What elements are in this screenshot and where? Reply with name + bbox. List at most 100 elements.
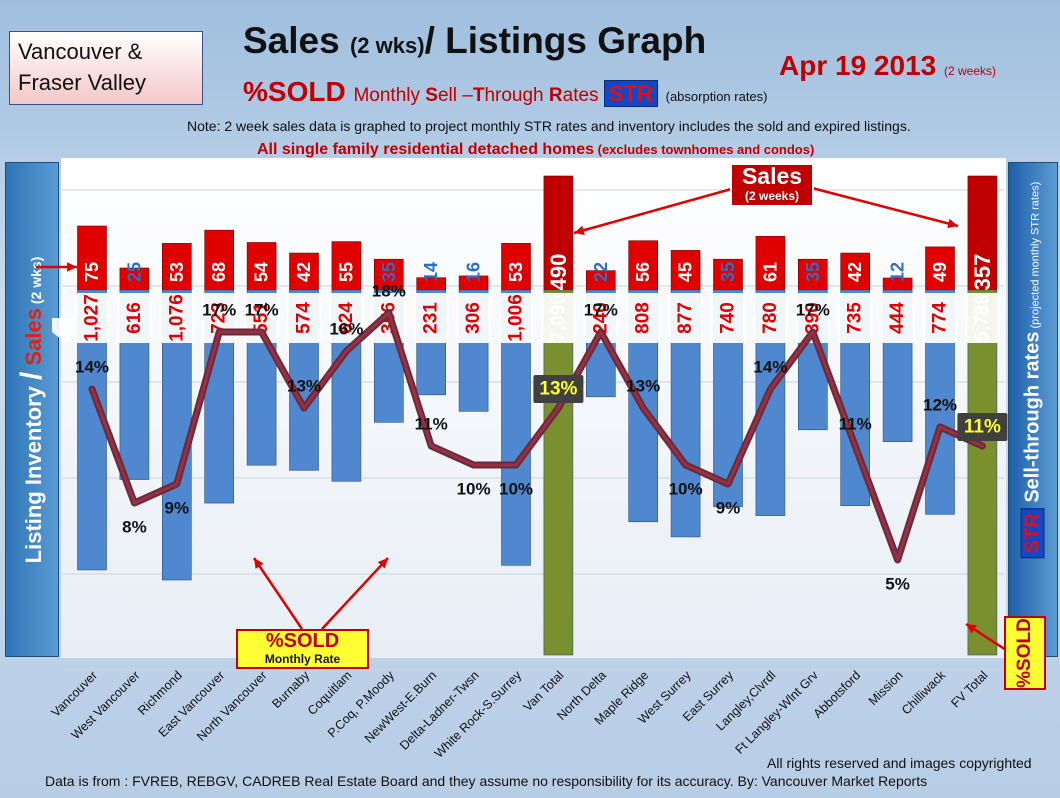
- inventory-value-label: 574: [294, 302, 315, 334]
- report-date-value: Apr 19 2013: [779, 50, 937, 81]
- sales-value-label: 53: [506, 262, 526, 282]
- copyright-note: All rights reserved and images copyright…: [767, 755, 1032, 771]
- sold-rate-label: 11%: [964, 417, 1001, 438]
- category-tick-label: FV Total: [948, 668, 990, 710]
- scope-note-excl: (excludes townhomes and condos): [594, 142, 815, 157]
- inventory-label-band: [625, 293, 661, 343]
- category-tick-label: Delta-Ladner-Twsn: [397, 668, 482, 753]
- sales-value-label: 49: [930, 262, 950, 282]
- right-axis-panel: STR Sell-through rates (projected monthl…: [1008, 162, 1058, 657]
- sales-value-label: 16: [464, 262, 484, 282]
- sales-value-label: 61: [760, 262, 780, 282]
- inventory-value-label: 780: [760, 302, 781, 334]
- sales-value-label: 35: [379, 262, 399, 282]
- inventory-label-band: [880, 293, 916, 343]
- inventory-value-label: 231: [421, 302, 442, 334]
- sold-rate-line-highlight: [90, 311, 984, 562]
- inventory-label-band: [116, 293, 152, 343]
- sold-rate-label: 17%: [584, 301, 618, 320]
- sales-value-label: 45: [676, 262, 696, 282]
- chart-subtitle: %SOLD Monthly Sell –Through Rates STR (a…: [243, 76, 768, 108]
- sales-bar: [670, 250, 701, 291]
- inventory-label-band: [710, 293, 746, 343]
- sold-rate-label: 13%: [626, 377, 660, 396]
- sales-bar: [373, 258, 404, 291]
- data-source-note: Data is from : FVREB, REBGV, CADREB Real…: [45, 773, 928, 789]
- inventory-value-label: 240: [590, 302, 611, 334]
- sold-rate-label: 14%: [753, 358, 787, 377]
- inventory-label-band: [286, 293, 322, 343]
- inventory-bar: [967, 289, 998, 656]
- sold-rate-label: 17%: [245, 301, 279, 320]
- sales-callout-period: (2 weeks): [744, 189, 800, 203]
- sales-value-label: 35: [803, 262, 823, 282]
- scope-note-main: All single family residential detached h…: [257, 141, 594, 158]
- inventory-value-label: 7,090: [548, 294, 569, 342]
- sales-value-label: 12: [888, 262, 908, 282]
- inventory-value-label: 735: [845, 302, 866, 334]
- title-listings: / Listings Graph: [424, 20, 707, 61]
- sales-value-label: 357: [970, 254, 995, 291]
- sales-arrow-right-head: [947, 218, 958, 229]
- chart-title: Sales (2 wks)/ Listings Graph: [243, 20, 706, 62]
- inventory-label-band: [752, 293, 788, 343]
- sales-bar: [543, 175, 574, 291]
- inventory-value-label: 624: [336, 302, 357, 334]
- inventory-value-label: 390: [802, 302, 823, 334]
- sales-bar: [713, 258, 743, 291]
- sales-value-label: 490: [546, 254, 571, 291]
- inventory-value-label: 5,788: [972, 294, 993, 342]
- inventory-value-label: 1,027: [82, 294, 103, 342]
- sold-rate-label: 12%: [923, 396, 957, 415]
- sold-rate-label: 10%: [669, 480, 703, 499]
- sales-bar: [628, 240, 659, 291]
- sales-bar: [77, 225, 107, 291]
- sales-bar: [162, 243, 192, 291]
- inventory-value-label: 306: [463, 302, 484, 334]
- scope-note: All single family residential detached h…: [257, 141, 814, 159]
- sold-rate-label: 16%: [329, 320, 363, 339]
- report-date-suffix: (2 weeks): [944, 64, 997, 78]
- sales-bar: [204, 229, 234, 291]
- sales-value-label: 42: [294, 262, 314, 282]
- region-label: Vancouver & Fraser Valley: [9, 31, 203, 105]
- sold-callout-title: %SOLD: [265, 630, 340, 652]
- sold-rate-label: 13%: [539, 379, 577, 400]
- inventory-label-band: [456, 293, 492, 343]
- sold-rate-callout: %SOLD Monthly Rate: [236, 629, 369, 669]
- sold-rate-label: 11%: [839, 415, 872, 434]
- subtitle-sold: %SOLD: [243, 76, 346, 107]
- sold-rate-label: 11%: [415, 415, 448, 434]
- inventory-value-label: 808: [633, 302, 654, 334]
- sold-arrow-left: [252, 557, 304, 630]
- sales-value-label: 42: [845, 262, 865, 282]
- sales-value-label: 22: [591, 262, 611, 282]
- data-note: Note: 2 week sales data is graphed to pr…: [187, 118, 911, 134]
- sold-rate-label: 13%: [287, 377, 321, 396]
- sold-rate-label: 9%: [716, 499, 741, 518]
- category-tick-label: Ft Langley-Wlnt Grv: [732, 668, 821, 757]
- sales-value-label: 35: [718, 262, 738, 282]
- inventory-value-label: 774: [930, 302, 951, 334]
- title-period: (2 wks): [349, 33, 425, 58]
- sales-arrow-left: [573, 186, 736, 235]
- sold-arrow-left-head: [254, 558, 264, 569]
- sales-bar: [925, 246, 955, 291]
- sold-rate-label: 8%: [122, 518, 147, 537]
- sales-callout-title: Sales: [741, 163, 803, 189]
- sales-value-label: 25: [124, 262, 144, 282]
- sales-bar: [501, 243, 531, 291]
- inventory-value-label: 616: [124, 302, 145, 334]
- inventory-label-band: [413, 293, 449, 343]
- inventory-label-band: [540, 293, 576, 343]
- sold-rate-label: 17%: [202, 301, 236, 320]
- subtitle-rates: Monthly Sell –Through Rates: [353, 85, 604, 106]
- total-sold-badge: [957, 413, 1008, 441]
- inventory-value-label: 1,006: [506, 294, 527, 342]
- inventory-label-band: [74, 293, 110, 343]
- sales-value-label: 75: [82, 262, 102, 282]
- inventory-label-band: [159, 293, 195, 343]
- sold-arrow-right: [321, 557, 389, 630]
- category-tick-label: NewWest-E.Burn: [362, 668, 440, 746]
